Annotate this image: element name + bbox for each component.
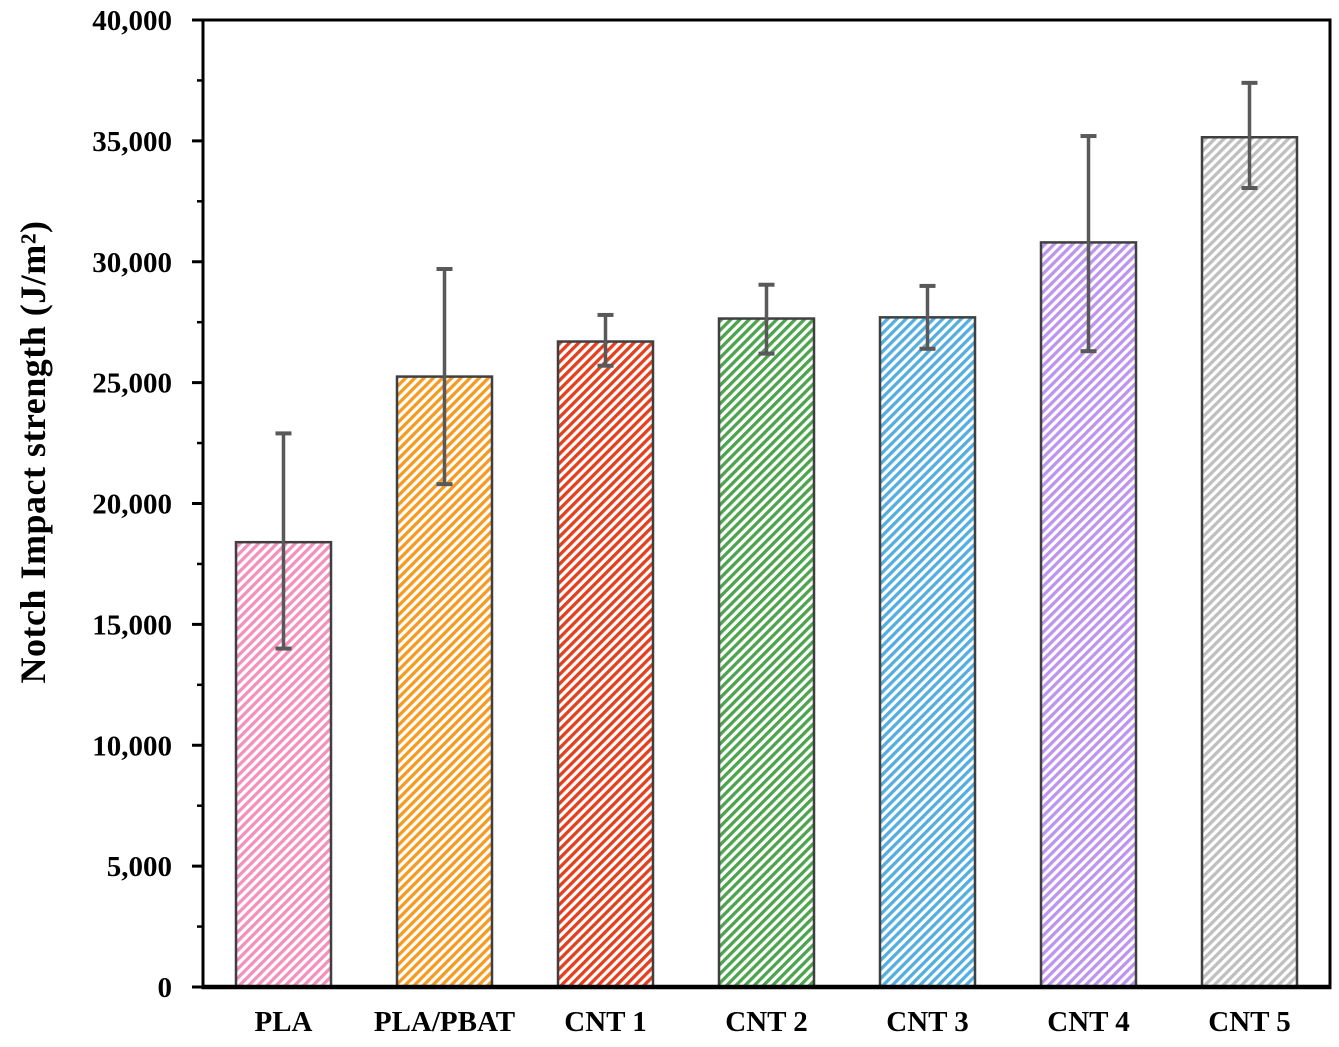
x-category-label-cnt-2: CNT 2 — [725, 1006, 807, 1038]
x-category-label-pla-pbat: PLA/PBAT — [374, 1006, 515, 1038]
y-tick-label: 5,000 — [107, 851, 172, 883]
y-tick-label: 25,000 — [92, 368, 172, 400]
x-category-label-cnt-5: CNT 5 — [1208, 1006, 1290, 1038]
bar-cnt-1 — [556, 340, 655, 989]
x-category-label-cnt-3: CNT 3 — [886, 1006, 968, 1038]
y-tick-label: 35,000 — [92, 126, 172, 158]
y-tick-label: 15,000 — [92, 609, 172, 641]
bar-cnt-2 — [717, 317, 816, 989]
bar-cnt-3 — [878, 316, 977, 989]
y-tick-label: 0 — [158, 972, 173, 1004]
x-category-label-pla: PLA — [255, 1006, 313, 1038]
y-axis-title: Notch Impact strength (J/m²) — [13, 220, 53, 684]
x-category-label-cnt-4: CNT 4 — [1047, 1006, 1129, 1038]
y-tick-label: 20,000 — [92, 489, 172, 521]
bar-cnt-5 — [1200, 135, 1299, 989]
x-category-label-cnt-1: CNT 1 — [564, 1006, 646, 1038]
y-tick-label: 10,000 — [92, 730, 172, 762]
bar-cnt-4 — [1039, 241, 1138, 989]
y-tick-label: 40,000 — [92, 5, 172, 37]
y-tick-label: 30,000 — [92, 247, 172, 279]
